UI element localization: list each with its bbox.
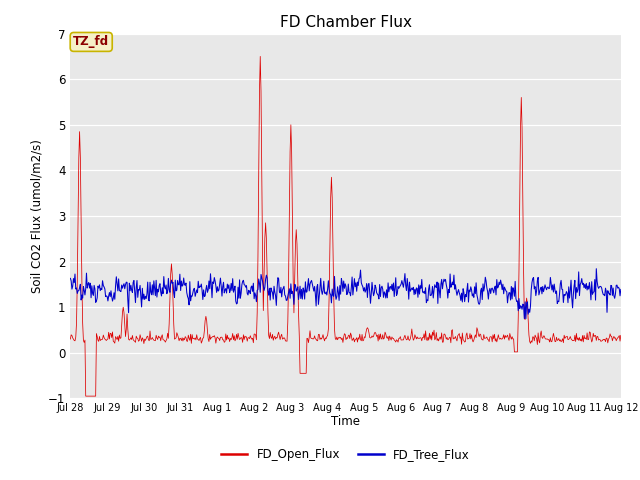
Y-axis label: Soil CO2 Flux (umol/m2/s): Soil CO2 Flux (umol/m2/s) — [31, 139, 44, 293]
X-axis label: Time: Time — [331, 415, 360, 428]
Legend: FD_Open_Flux, FD_Tree_Flux: FD_Open_Flux, FD_Tree_Flux — [216, 443, 475, 466]
Title: FD Chamber Flux: FD Chamber Flux — [280, 15, 412, 30]
Text: TZ_fd: TZ_fd — [73, 36, 109, 48]
